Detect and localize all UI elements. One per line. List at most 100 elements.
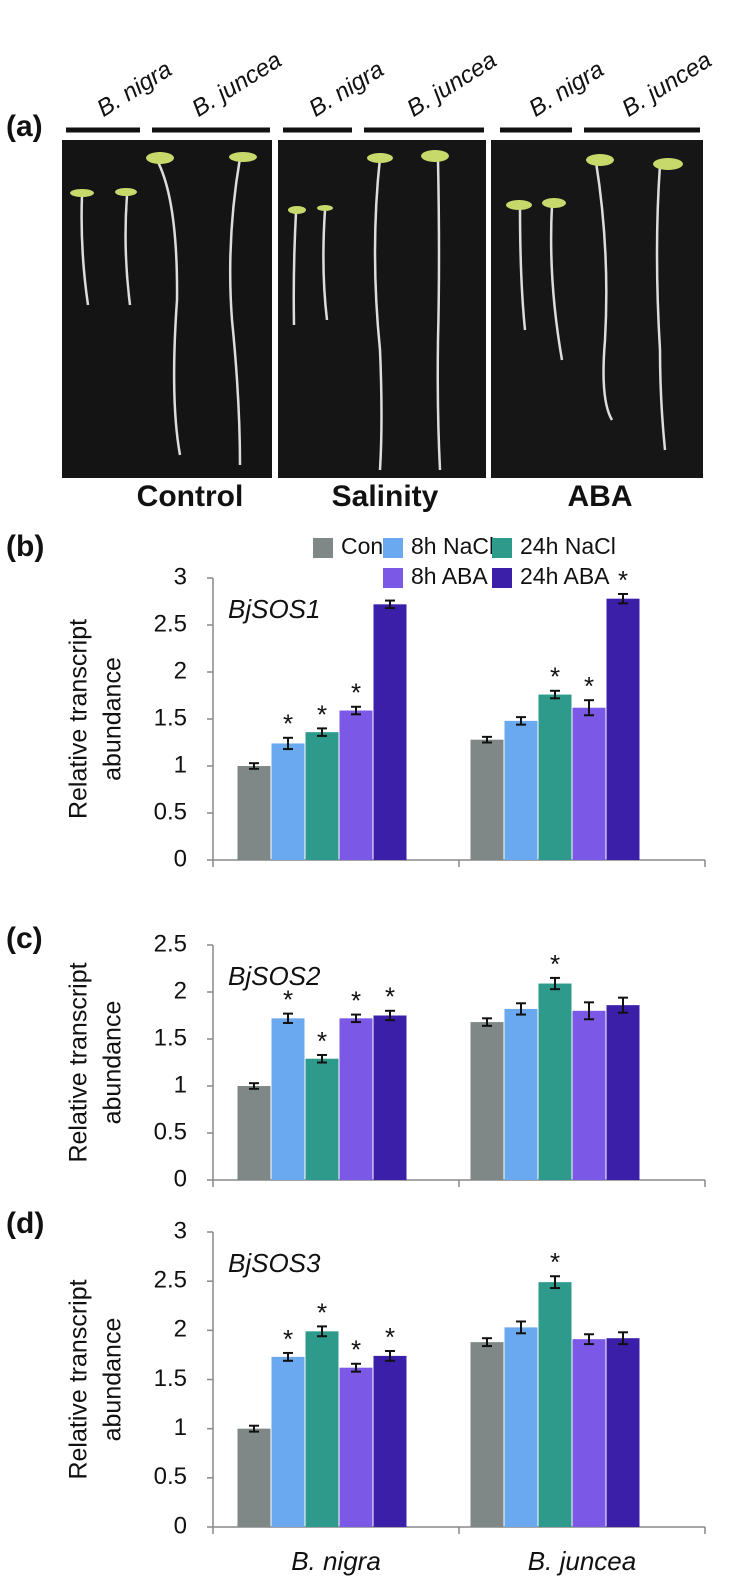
- bar: [271, 1018, 305, 1180]
- significance-marker: *: [317, 699, 327, 729]
- legend-swatch: [383, 568, 403, 588]
- significance-marker: *: [584, 671, 594, 701]
- error-bar: [618, 1331, 628, 1346]
- error-bar: [283, 1351, 293, 1362]
- y-tick-label: 1: [174, 1071, 187, 1098]
- error-bar: [550, 976, 560, 991]
- y-tick-label: 3: [174, 563, 187, 590]
- panel-label: (b): [6, 530, 44, 563]
- bar: [572, 1010, 606, 1180]
- x-tick-label: B. nigra: [291, 1546, 381, 1576]
- legend-label: 24h ABA: [520, 563, 610, 589]
- error-bar: [351, 705, 361, 716]
- legend-label: 24h NaCl: [520, 533, 616, 559]
- bar: [305, 1058, 339, 1180]
- species-label: B. nigra: [304, 56, 388, 123]
- bar: [470, 1342, 504, 1527]
- significance-marker: *: [351, 678, 361, 708]
- y-tick-label: 1.5: [154, 704, 187, 731]
- bar: [538, 694, 572, 860]
- y-tick-label: 1.5: [154, 1365, 187, 1392]
- bar: [373, 604, 407, 860]
- bar: [373, 1015, 407, 1180]
- panel-label: (c): [6, 922, 43, 955]
- significance-marker: *: [618, 565, 628, 595]
- y-axis-label: Relative transcript: [65, 619, 93, 819]
- error-bar: [317, 1053, 327, 1064]
- x-tick-label: B. juncea: [528, 1546, 636, 1576]
- y-tick-label: 1.5: [154, 1024, 187, 1051]
- bar: [339, 1367, 373, 1527]
- y-tick-label: 2.5: [154, 930, 187, 957]
- chart-title: BjSOS2: [228, 961, 321, 991]
- y-tick-label: 0: [174, 845, 187, 872]
- photo: [62, 140, 272, 478]
- error-bar: [385, 1009, 395, 1022]
- significance-marker: *: [385, 1322, 395, 1352]
- bar: [339, 1018, 373, 1180]
- error-bar: [618, 592, 628, 605]
- legend-label: 8h NaCl: [411, 533, 494, 559]
- error-bar: [584, 699, 594, 717]
- y-tick-label: 0.5: [154, 1118, 187, 1145]
- bar: [271, 1356, 305, 1527]
- bar: [504, 1008, 538, 1180]
- species-label: B. juncea: [402, 47, 501, 123]
- significance-marker: *: [351, 1335, 361, 1365]
- error-bar: [283, 1012, 293, 1025]
- y-tick-label: 0.5: [154, 798, 187, 825]
- error-bar: [618, 996, 628, 1014]
- error-bar: [482, 735, 492, 744]
- significance-marker: *: [283, 984, 293, 1014]
- significance-marker: *: [283, 1324, 293, 1354]
- bar: [606, 598, 640, 860]
- error-bar: [351, 1013, 361, 1024]
- y-axis-label: Relative transcript: [65, 962, 93, 1162]
- panel-label: (a): [6, 110, 43, 143]
- y-tick-label: 0: [174, 1165, 187, 1192]
- y-tick-label: 1: [174, 751, 187, 778]
- bar: [237, 1086, 271, 1180]
- legend-swatch: [492, 568, 512, 588]
- chart-title: BjSOS3: [228, 1248, 321, 1278]
- error-bar: [550, 1275, 560, 1290]
- significance-marker: *: [550, 662, 560, 692]
- bar: [572, 707, 606, 860]
- significance-marker: *: [550, 1247, 560, 1277]
- bar: [572, 1339, 606, 1527]
- panel-label: (d): [6, 1207, 44, 1240]
- species-label: B. juncea: [617, 47, 716, 123]
- error-bar: [317, 1325, 327, 1338]
- y-tick-label: 0: [174, 1512, 187, 1539]
- error-bar: [249, 1082, 259, 1090]
- y-tick-label: 2.5: [154, 610, 187, 637]
- y-tick-label: 2.5: [154, 1267, 187, 1294]
- legend-label: 8h ABA: [411, 563, 488, 589]
- treatment-label: ABA: [568, 480, 633, 513]
- error-bar: [516, 1320, 526, 1335]
- bar: [237, 1428, 271, 1527]
- treatment-label: Control: [137, 480, 244, 513]
- seedlings: [80, 157, 667, 471]
- bar: [271, 743, 305, 860]
- species-label: B. nigra: [524, 56, 608, 123]
- significance-marker: *: [385, 982, 395, 1012]
- error-bar: [516, 1002, 526, 1016]
- error-bar: [283, 736, 293, 751]
- bar: [373, 1355, 407, 1527]
- bar: [470, 739, 504, 860]
- y-axis-label: abundance: [99, 1001, 127, 1125]
- y-axis-label: Relative transcript: [65, 1279, 93, 1479]
- y-tick-label: 1: [174, 1414, 187, 1441]
- error-bar: [482, 1337, 492, 1348]
- error-bar: [584, 1001, 594, 1021]
- bar: [606, 1338, 640, 1527]
- photo: [491, 140, 703, 478]
- error-bar: [550, 689, 560, 700]
- y-tick-label: 3: [174, 1217, 187, 1244]
- legend-swatch: [313, 538, 333, 558]
- error-bar: [385, 599, 395, 610]
- significance-marker: *: [317, 1026, 327, 1056]
- error-bar: [249, 762, 259, 770]
